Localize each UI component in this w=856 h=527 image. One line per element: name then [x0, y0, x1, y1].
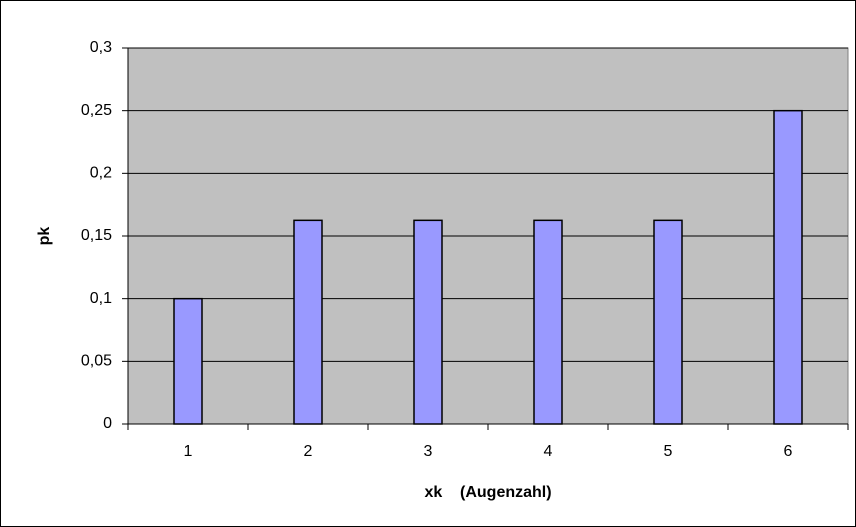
- y-tick-label: 0,1: [90, 290, 112, 307]
- bar: [533, 219, 563, 425]
- bar: [773, 109, 803, 425]
- bar: [173, 297, 203, 425]
- y-tick-label: 0: [103, 415, 112, 432]
- x-tick-label: 1: [184, 443, 193, 460]
- y-axis-title: pk: [36, 227, 53, 246]
- y-tick-label: 0,25: [81, 102, 112, 119]
- bar: [293, 219, 323, 425]
- x-tick-label: 5: [664, 443, 673, 460]
- x-tick-label: 3: [424, 443, 433, 460]
- x-tick-label: 2: [304, 443, 313, 460]
- bar: [653, 219, 683, 425]
- x-tick-label: 6: [784, 443, 793, 460]
- y-tick-label: 0,05: [81, 353, 112, 370]
- y-tick-label: 0,2: [90, 165, 112, 182]
- y-tick-label: 0,15: [81, 227, 112, 244]
- x-tick-label: 4: [544, 443, 553, 460]
- y-tick-label: 0,3: [90, 39, 112, 56]
- x-axis-title: xk (Augenzahl): [424, 484, 551, 501]
- bar: [413, 219, 443, 425]
